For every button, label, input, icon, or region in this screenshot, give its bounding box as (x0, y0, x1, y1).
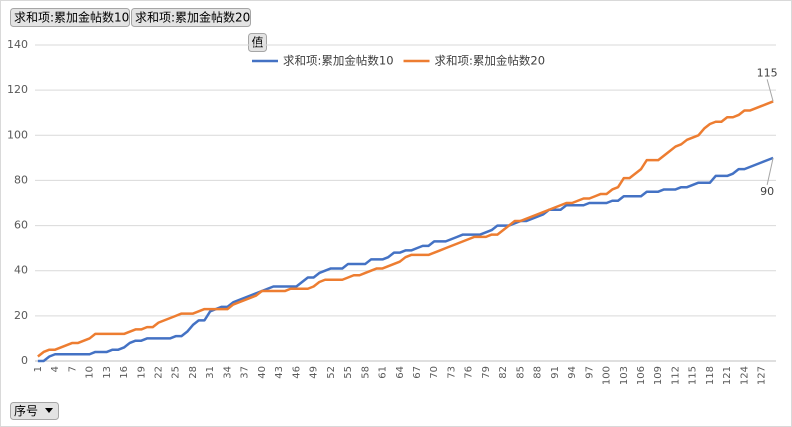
y-tick-label: 140 (7, 38, 28, 51)
x-tick-label: 106 (636, 366, 647, 385)
y-tick-label: 0 (21, 354, 28, 367)
x-tick-label: 49 (309, 366, 320, 379)
y-tick-label: 60 (14, 219, 28, 232)
leader-line (766, 79, 774, 102)
leader-line (766, 157, 774, 185)
axis-field-button[interactable] (10, 402, 59, 420)
y-tick-label: 120 (7, 83, 28, 96)
x-tick-label: 61 (378, 366, 389, 379)
series-line (37, 100, 774, 358)
x-tick-label: 37 (240, 366, 251, 379)
x-tick-label: 7 (67, 366, 78, 372)
x-tick-label: 31 (205, 366, 216, 379)
x-tick-label: 19 (136, 366, 147, 379)
x-tick-label: 121 (722, 366, 733, 385)
data-label: 115 (757, 66, 778, 79)
values-label: 值 (251, 35, 263, 50)
x-tick-label: 4 (50, 366, 61, 372)
values-button[interactable] (248, 33, 267, 52)
x-tick-label: 127 (757, 366, 768, 385)
x-tick-label: 76 (464, 366, 475, 379)
x-tick-label: 10 (85, 366, 96, 379)
x-tick-label: 46 (291, 366, 302, 379)
data-label: 90 (760, 185, 774, 198)
x-tick-label: 25 (171, 366, 182, 379)
x-tick-label: 43 (274, 366, 285, 379)
dropdown-arrow (45, 408, 53, 413)
x-tick-label: 58 (360, 366, 371, 379)
x-tick-label: 100 (602, 366, 613, 385)
x-tick-label: 88 (533, 366, 544, 379)
x-tick-label: 16 (119, 366, 130, 379)
filter-button[interactable] (131, 8, 251, 27)
x-tick-label: 91 (550, 366, 561, 379)
x-tick-label: 34 (222, 366, 233, 379)
x-tick-label: 1 (33, 366, 44, 372)
x-tick-label: 13 (102, 366, 113, 379)
x-tick-label: 115 (688, 366, 699, 385)
y-tick-label: 80 (14, 173, 28, 186)
x-tick-label: 103 (619, 366, 630, 385)
axis-field-label: 序号 (14, 403, 38, 418)
y-tick-label: 40 (14, 264, 28, 277)
x-tick-label: 28 (188, 366, 199, 379)
x-tick-label: 73 (446, 366, 457, 379)
x-tick-label: 82 (498, 366, 509, 379)
x-tick-label: 94 (567, 366, 578, 379)
x-tick-label: 70 (429, 366, 440, 379)
x-tick-label: 52 (326, 366, 337, 379)
x-tick-label: 97 (584, 366, 595, 379)
x-tick-label: 79 (481, 366, 492, 379)
x-tick-label: 67 (412, 366, 423, 379)
y-tick-label: 20 (14, 309, 28, 322)
series-line (37, 156, 774, 363)
x-tick-label: 64 (395, 366, 406, 379)
x-tick-label: 85 (515, 366, 526, 379)
legend-label: 求和项:累加金帖数10 (283, 54, 394, 68)
filter-label: 求和项:累加金帖数20 (135, 10, 250, 25)
filter-button[interactable] (10, 8, 130, 27)
legend-label: 求和项:累加金帖数20 (435, 54, 546, 68)
x-tick-label: 118 (705, 366, 716, 385)
x-tick-label: 22 (154, 366, 165, 379)
x-tick-label: 40 (257, 366, 268, 379)
filter-label: 求和项:累加金帖数10 (14, 10, 129, 25)
x-tick-label: 55 (343, 366, 354, 379)
x-tick-label: 124 (739, 366, 750, 385)
y-tick-label: 100 (7, 128, 28, 141)
x-tick-label: 112 (670, 366, 681, 385)
x-tick-label: 109 (653, 366, 664, 385)
